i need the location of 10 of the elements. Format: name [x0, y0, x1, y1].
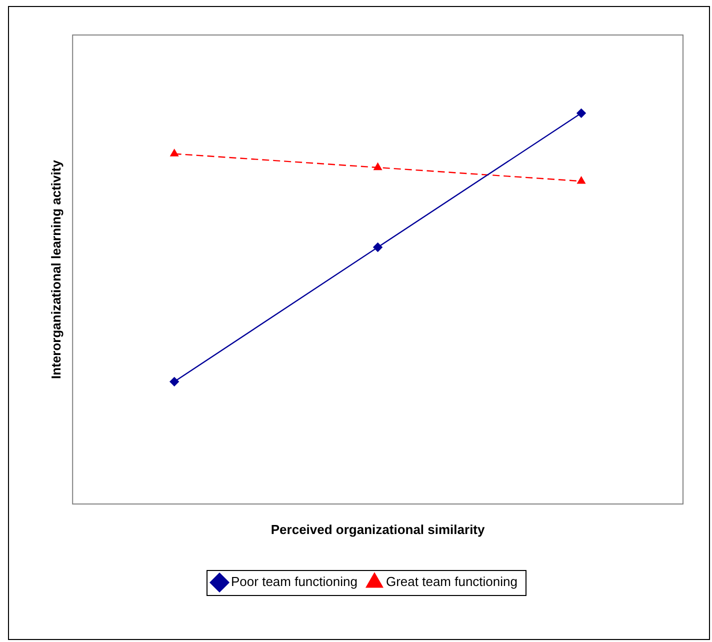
x-axis-title: Perceived organizational similarity	[270, 522, 486, 537]
point	[373, 242, 382, 252]
y-axis-title: Interorganizational learning activity	[48, 159, 64, 379]
point	[374, 162, 382, 170]
point	[577, 176, 586, 184]
legend-label: Great team functioning	[386, 574, 518, 590]
legend-label: Poor team functioning	[231, 574, 358, 590]
point	[170, 149, 178, 156]
point	[170, 377, 179, 386]
point	[576, 108, 586, 118]
